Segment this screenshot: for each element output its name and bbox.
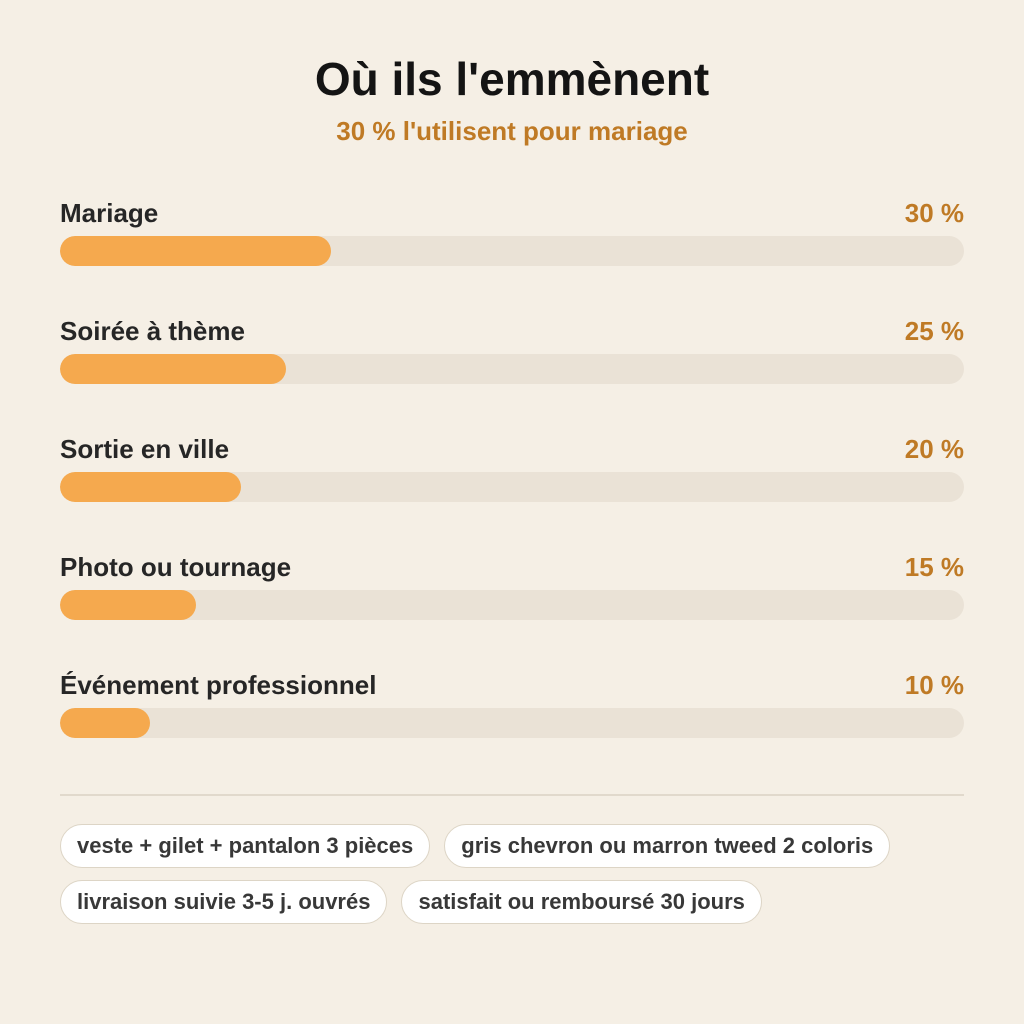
category-label: Événement professionnel — [60, 670, 377, 700]
bar-row: Photo ou tournage 15 % — [60, 552, 964, 632]
category-label: Photo ou tournage — [60, 552, 292, 582]
bar — [60, 354, 286, 384]
bar-row: Soirée à thème 25 % — [60, 316, 964, 396]
bar-row: Sortie en ville 20 % — [60, 434, 964, 514]
category-label: Soirée à thème — [60, 316, 245, 346]
bar-track — [60, 354, 964, 384]
chart-title: Où ils l'emmènent — [314, 53, 710, 105]
bar-track — [60, 708, 964, 738]
tag: gris chevron ou marron tweed 2 coloris — [444, 824, 891, 868]
tag: livraison suivie 3-5 j. ouvrés — [60, 880, 388, 924]
bar-track — [60, 472, 964, 502]
value-label: 15 % — [904, 552, 964, 582]
bar — [60, 472, 241, 502]
value-label: 30 % — [904, 198, 964, 228]
value-label: 10 % — [904, 670, 964, 700]
bar-row: Événement professionnel 10 % — [60, 670, 964, 750]
bar — [60, 236, 332, 266]
chart-subtitle: 30 % l'utilisent pour mariage — [336, 116, 688, 146]
tag: satisfait ou remboursé 30 jours — [401, 880, 762, 924]
bar-track — [60, 590, 964, 620]
divider — [60, 794, 964, 796]
tag-list: veste + gilet + pantalon 3 pièces gris ch… — [60, 824, 964, 924]
category-label: Mariage — [60, 198, 159, 228]
value-label: 25 % — [904, 316, 964, 346]
bar-track — [60, 236, 964, 266]
bar — [60, 590, 196, 620]
tag: veste + gilet + pantalon 3 pièces — [60, 824, 431, 868]
bar — [60, 708, 151, 738]
value-label: 20 % — [904, 434, 964, 464]
bar-row: Mariage 30 % — [60, 198, 964, 278]
category-label: Sortie en ville — [60, 434, 230, 464]
